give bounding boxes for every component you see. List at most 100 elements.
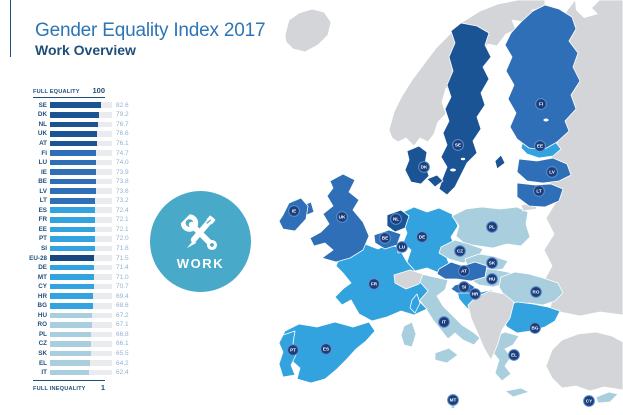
value-label: 67.2 [116,311,129,319]
svg-text:SE: SE [455,143,461,148]
country-PT [278,330,298,378]
bar [50,245,95,252]
bar-track [50,112,112,118]
svg-text:SI: SI [462,285,466,290]
country-MT [450,405,456,409]
country-IT-sicily [434,347,459,364]
map-badge-FI: FI [535,98,547,110]
bar-track [50,102,112,109]
country-BG [500,301,561,334]
value-label: 73.6 [116,187,129,195]
country-code-label: UK [37,130,47,138]
bar-track [50,283,112,290]
map-badge-EE: EE [534,140,546,152]
country-code-label: IT [41,369,47,377]
svg-text:SK: SK [489,261,496,266]
svg-text:HU: HU [489,277,496,282]
country-code-label: LV [39,187,47,195]
value-label: 62.4 [116,369,129,377]
chart-row: CZ 66.1 [29,339,139,349]
map-badges-layer: SE FI EE LV LT DK IE UK NL BE LU DE PL CZ SK AT HU SI HR FR… [287,98,595,407]
bar [50,226,95,233]
bar [50,169,96,175]
map-badge-RO: RO [530,286,542,298]
lake [460,157,466,161]
chart-row: IT 62.4 [29,368,139,378]
bar [50,302,93,309]
map-badge-HU: HU [486,273,498,285]
country-SE-gotland [494,154,506,170]
chart-row: PL 66.8 [29,330,139,340]
chart-row: DE 71.4 [29,263,139,273]
map-badge-AT: AT [458,265,470,277]
bar-track [50,341,112,347]
chart-row: UK 76.6 [29,129,139,139]
chart-row: HU 67.2 [29,311,139,321]
bar [50,140,98,147]
bar [50,274,95,280]
chart-row: SE 82.6 [29,101,139,111]
map-badge-BG: BG [529,322,541,334]
svg-text:PT: PT [290,348,296,353]
bar [50,341,91,347]
value-label: 69.4 [116,292,129,300]
bar-track [50,159,112,166]
svg-text:BG: BG [532,326,539,331]
bar [50,293,94,299]
edge-mark [10,0,12,57]
scale-top-value: 100 [92,86,105,95]
map-badge-PT: PT [287,344,299,356]
map-badge-PL: PL [486,221,498,233]
wrench-pencil-icon [177,212,217,250]
chart-row: PT 72.0 [29,234,139,244]
map-badge-FR: FR [368,278,380,290]
bar [50,102,102,109]
bar-track [50,131,112,137]
bar [50,255,95,261]
chart-row: IE 73.9 [29,167,139,177]
value-label: 64.2 [116,359,129,367]
value-label: 65.5 [116,349,129,357]
chart-row: EL 64.2 [29,358,139,368]
country-code-label: BG [37,302,47,310]
bar [50,112,100,118]
bar [50,197,96,204]
bar-track [50,217,112,223]
chart-row: ES 72.4 [29,206,139,216]
value-label: 71.5 [116,254,129,262]
bar-track [50,312,112,319]
bar [50,131,98,137]
value-label: 72.0 [116,235,129,243]
country-code-label: CY [38,283,47,291]
value-label: 72.1 [116,216,129,224]
value-label: 82.6 [116,101,129,109]
country-code-label: AT [39,139,47,147]
country-code-label: NL [38,120,47,128]
map-badge-SI: SI [458,281,470,293]
chart-row: LU 74.0 [29,158,139,168]
country-code-label: CZ [38,340,47,348]
country-code-label: ES [38,206,47,214]
country-code-label: IE [41,168,47,176]
map-badge-NL: NL [390,213,402,225]
value-label: 71.8 [116,244,129,252]
svg-text:HR: HR [472,292,479,297]
bar [50,322,92,328]
country-SE [438,22,492,196]
country-code-label: LT [39,197,47,205]
bar-track [50,302,112,309]
bar [50,217,95,223]
svg-text:DE: DE [419,235,425,240]
svg-text:EL: EL [511,353,517,358]
svg-text:IT: IT [442,320,446,325]
value-label: 76.6 [116,130,129,138]
map-badge-CZ: CZ [454,245,466,257]
page-subtitle: Work Overview [35,42,136,58]
svg-text:EE: EE [537,144,543,149]
bar-track [50,226,112,233]
svg-text:NL: NL [393,217,399,222]
value-label: 73.9 [116,168,129,176]
map-badge-SE: SE [452,139,464,151]
chart-row: FR 72.1 [29,215,139,225]
